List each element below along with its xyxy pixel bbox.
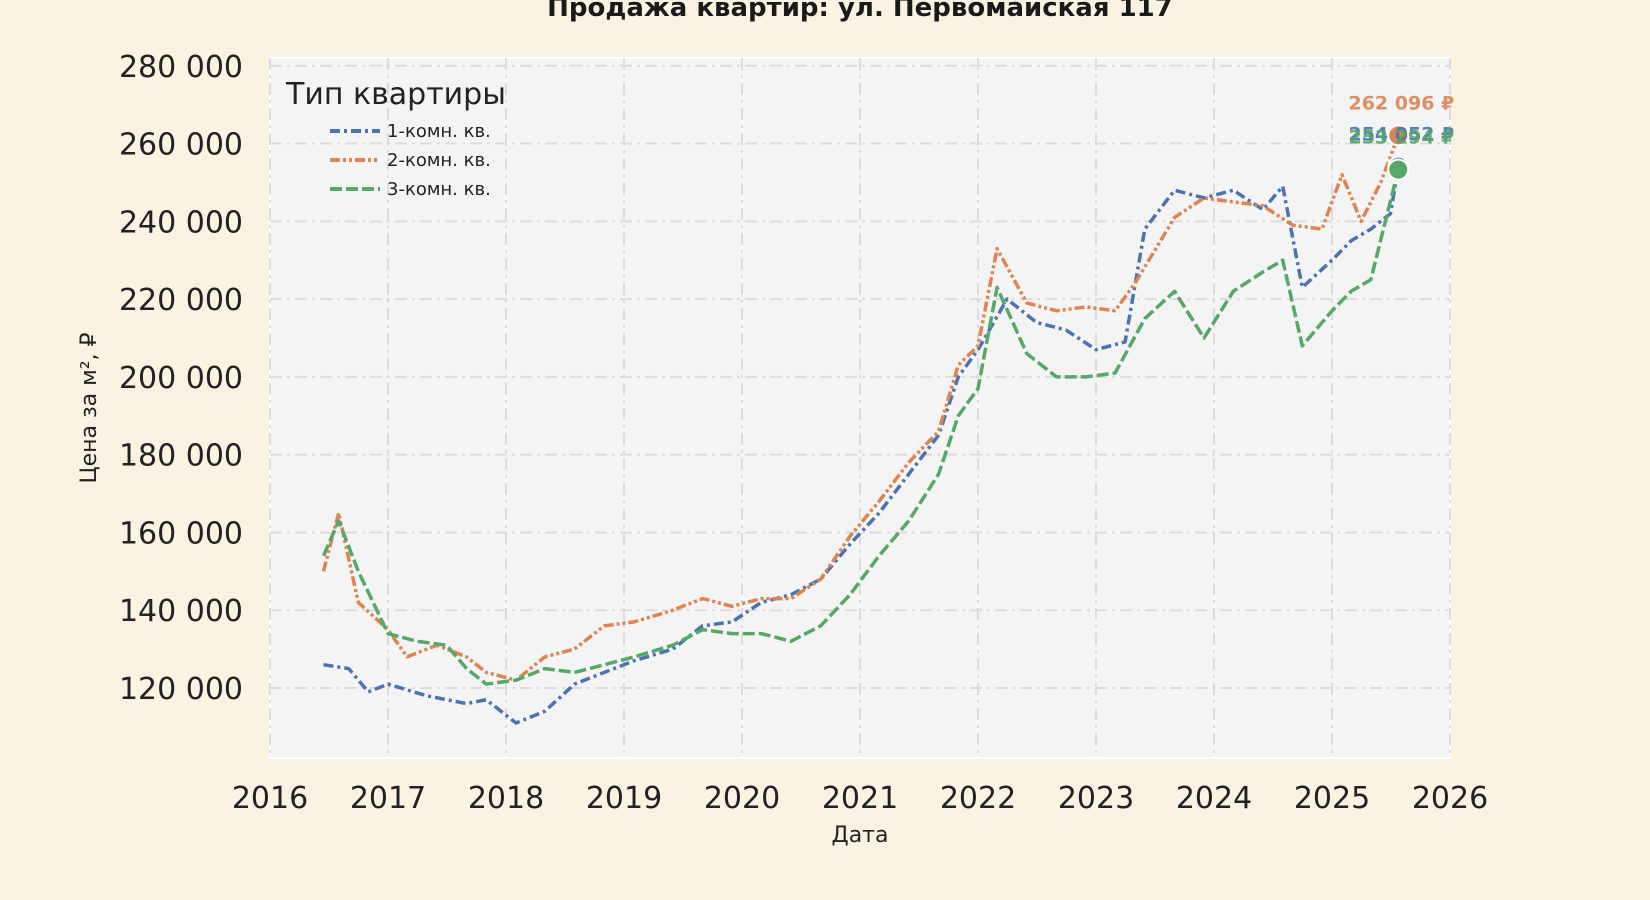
x-tick-label: 2021 (822, 781, 898, 816)
x-tick-label: 2022 (940, 781, 1016, 816)
legend-label-2: 3-комн. кв. (387, 179, 491, 200)
x-tick-label: 2020 (704, 781, 780, 816)
value-annotation-0: 262 096 ₽ (1348, 92, 1454, 114)
x-tick-label: 2016 (232, 781, 308, 816)
x-tick-label: 2019 (586, 781, 662, 816)
y-tick-label: 280 000 (119, 50, 243, 85)
series-line-1 (321, 134, 1400, 682)
y-tick-label: 120 000 (119, 672, 243, 707)
end-marker-1 (1387, 124, 1410, 147)
y-tick-label: 140 000 (119, 594, 243, 629)
chart-title: Продажа квартир: ул. Первомайская 117 (547, 0, 1173, 23)
value-annotation-2: 253 294 ₽ (1348, 127, 1454, 149)
y-tick-label: 160 000 (119, 516, 243, 551)
x-tick-label: 2024 (1176, 781, 1252, 816)
y-axis-label: Цена за м², ₽ (77, 332, 102, 483)
end-markers (1387, 124, 1410, 181)
y-tick-label: 200 000 (119, 361, 243, 396)
x-axis-ticks: 2016 2017 2018 2019 2020 2021 2022 2023 2024 2025… (232, 781, 1488, 816)
x-axis-label: Дата (832, 823, 889, 848)
y-tick-label: 220 000 (119, 283, 243, 318)
x-tick-label: 2023 (1058, 781, 1134, 816)
end-marker-2 (1387, 158, 1410, 181)
legend: Тип квартиры 1-комн. кв. 2-комн. кв. 3-к… (285, 77, 506, 200)
series-line-2 (321, 169, 1400, 686)
y-tick-label: 240 000 (119, 205, 243, 240)
y-tick-label: 260 000 (119, 128, 243, 163)
x-tick-label: 2017 (350, 781, 426, 816)
x-tick-label: 2026 (1412, 781, 1488, 816)
y-tick-label: 180 000 (119, 439, 243, 474)
series-line-0 (323, 166, 1401, 725)
value-annotation-1: 254 052 ₽ (1348, 124, 1454, 146)
y-axis-ticks: 120 000 140 000 160 000 180 000 200 000 220 0… (119, 50, 243, 707)
x-tick-label: 2025 (1294, 781, 1370, 816)
value-annotations: 262 096 ₽ 254 052 ₽253 294 ₽ (1348, 92, 1454, 148)
x-tick-label: 2018 (468, 781, 544, 816)
series-lines (321, 134, 1401, 725)
legend-label-0: 1-комн. кв. (387, 121, 491, 142)
grid (269, 58, 1451, 758)
legend-label-1: 2-комн. кв. (387, 150, 491, 171)
legend-title: Тип квартиры (285, 77, 506, 112)
